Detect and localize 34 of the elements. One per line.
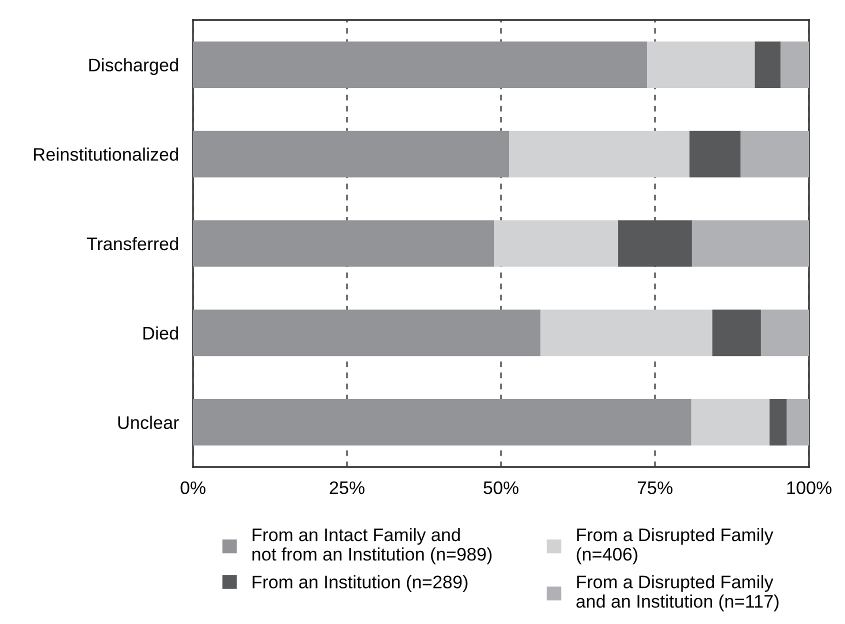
bar [770,399,787,446]
bar [689,130,741,178]
y-tick-label: Discharged [89,58,178,75]
bar [193,220,494,267]
bar [760,310,809,356]
legend-label: From an Intact Family and not from an Institution (n=989) [252,528,492,564]
bar [692,220,809,267]
bar [193,130,510,178]
x-tick-label: 50% [484,481,518,494]
x-tick-label: 100% [787,481,832,494]
y-tick-label: Died [143,326,178,340]
legend-label: From a Disrupted Family and an Institution (n=117) [576,575,779,612]
y-tick-label: Reinstitutionalized [34,148,178,161]
x-tick-label: 75% [638,481,672,494]
bar [193,399,692,446]
bar [509,130,690,178]
y-tick-label: Transferred [86,236,178,250]
bar [618,220,692,267]
bar [691,399,770,446]
bar [754,41,781,88]
x-tick-label: 25% [330,481,364,494]
bar [780,41,809,88]
bar [712,310,761,356]
bar [193,310,540,356]
legend-label: From an Institution (n=289) [252,575,468,592]
y-tick-label: Unclear [118,416,179,430]
bar [494,220,618,267]
x-tick-label: 0% [180,481,206,494]
bar [740,130,809,178]
bar [193,41,647,88]
bar [540,310,712,356]
legend-label: From a Disrupted Family (n=406) [576,528,774,564]
bar [646,41,755,88]
bar [786,399,809,446]
